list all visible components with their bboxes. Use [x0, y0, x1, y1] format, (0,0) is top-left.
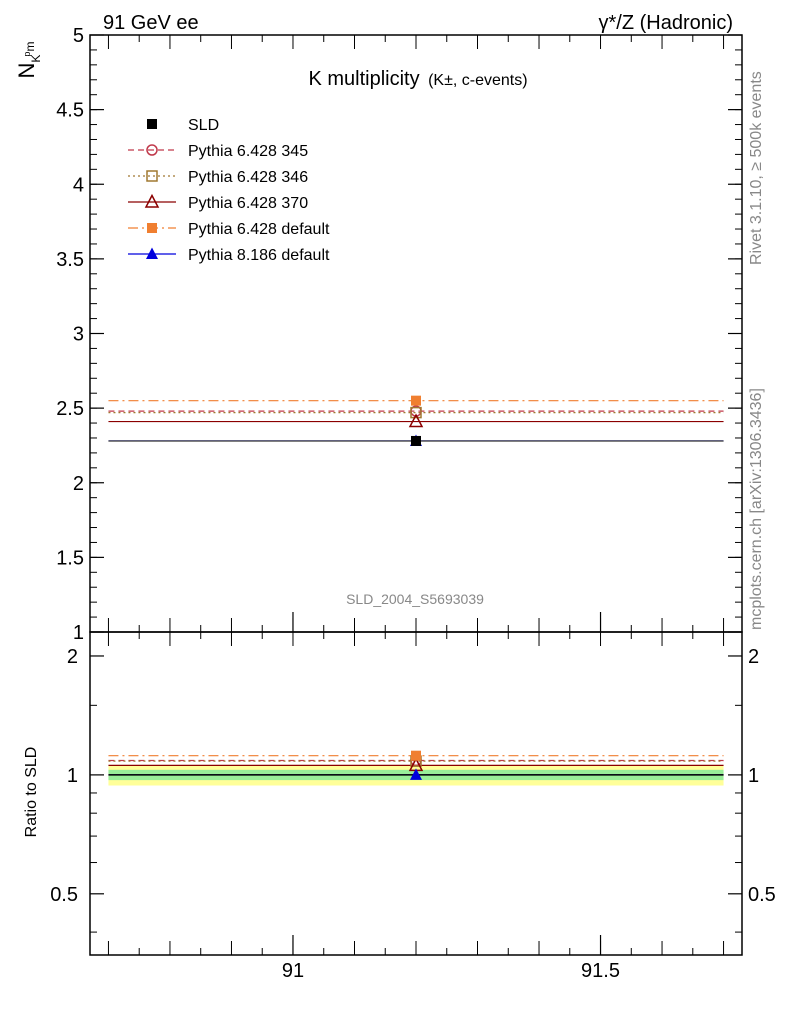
x-tick-label: 91.5	[581, 960, 620, 982]
legend-label: Pythia 6.428 345	[188, 143, 308, 160]
ratio-y-tick-label: 1	[67, 765, 78, 787]
data-marker-sld	[411, 435, 421, 446]
legend-label: Pythia 8.186 default	[188, 247, 330, 264]
main-y-axis-label: NKpm	[14, 42, 43, 79]
legend-marker	[146, 170, 158, 182]
ratio-y-tick-label: 2	[67, 646, 78, 668]
series-marker-ratio	[411, 750, 421, 761]
legend-marker	[147, 223, 157, 233]
legend-label-sld: SLD	[188, 117, 219, 134]
main-y-tick-label: 2	[73, 473, 84, 495]
series-marker-main	[410, 406, 422, 419]
main-y-tick-label: 3	[73, 324, 84, 346]
series-marker-main	[411, 395, 421, 406]
ratio-y-axis-label: Ratio to SLD	[23, 747, 40, 838]
header-right-label: γ*/Z (Hadronic)	[599, 12, 733, 34]
chart-title-suffix: (K±, c-events)	[428, 72, 527, 89]
ratio-y-tick-label-right: 0.5	[748, 884, 776, 906]
series-lines-group	[108, 400, 724, 776]
legend: SLD Pythia 6.428 345 Pythia 6.428 346 Pythi…	[128, 117, 330, 264]
chart-title-main: K multiplicity	[308, 68, 419, 90]
main-y-tick-label: 5	[73, 25, 84, 47]
analysis-watermark: SLD_2004_S5693039	[346, 591, 484, 607]
series-marker-main	[408, 413, 424, 428]
series-marker-ratio	[410, 768, 422, 780]
main-y-tick-label: 4.5	[56, 100, 84, 122]
legend-marker	[146, 247, 158, 259]
rivet-version-label: Rivet 3.1.10, ≥ 500k events	[748, 71, 765, 265]
ratio-y-tick-label-right: 1	[748, 765, 759, 787]
ratio-plot-frame	[89, 631, 743, 956]
main-y-tick-label: 1	[73, 622, 84, 644]
main-y-tick-label: 1.5	[56, 547, 84, 569]
main-y-tick-label: 3.5	[56, 249, 84, 271]
legend-label: Pythia 6.428 default	[188, 221, 330, 238]
legend-marker	[146, 144, 158, 156]
main-y-tick-label: 2.5	[56, 398, 84, 420]
x-tick-label: 91	[282, 960, 304, 982]
header-left-label: 91 GeV ee	[103, 12, 199, 34]
ratio-y-tick-label-right: 2	[748, 646, 759, 668]
ratio-y-tick-label: 0.5	[50, 884, 78, 906]
mcplots-label: mcplots.cern.ch [arXiv:1306.3436]	[748, 388, 765, 630]
markers-group	[408, 395, 424, 780]
legend-marker-sld	[147, 119, 157, 129]
legend-label: Pythia 6.428 370	[188, 195, 308, 212]
chart-title: K multiplicity (K±, c-events)	[308, 68, 527, 90]
legend-label: Pythia 6.428 346	[188, 169, 308, 186]
main-y-tick-label: 4	[73, 174, 84, 196]
legend-marker	[144, 193, 160, 208]
